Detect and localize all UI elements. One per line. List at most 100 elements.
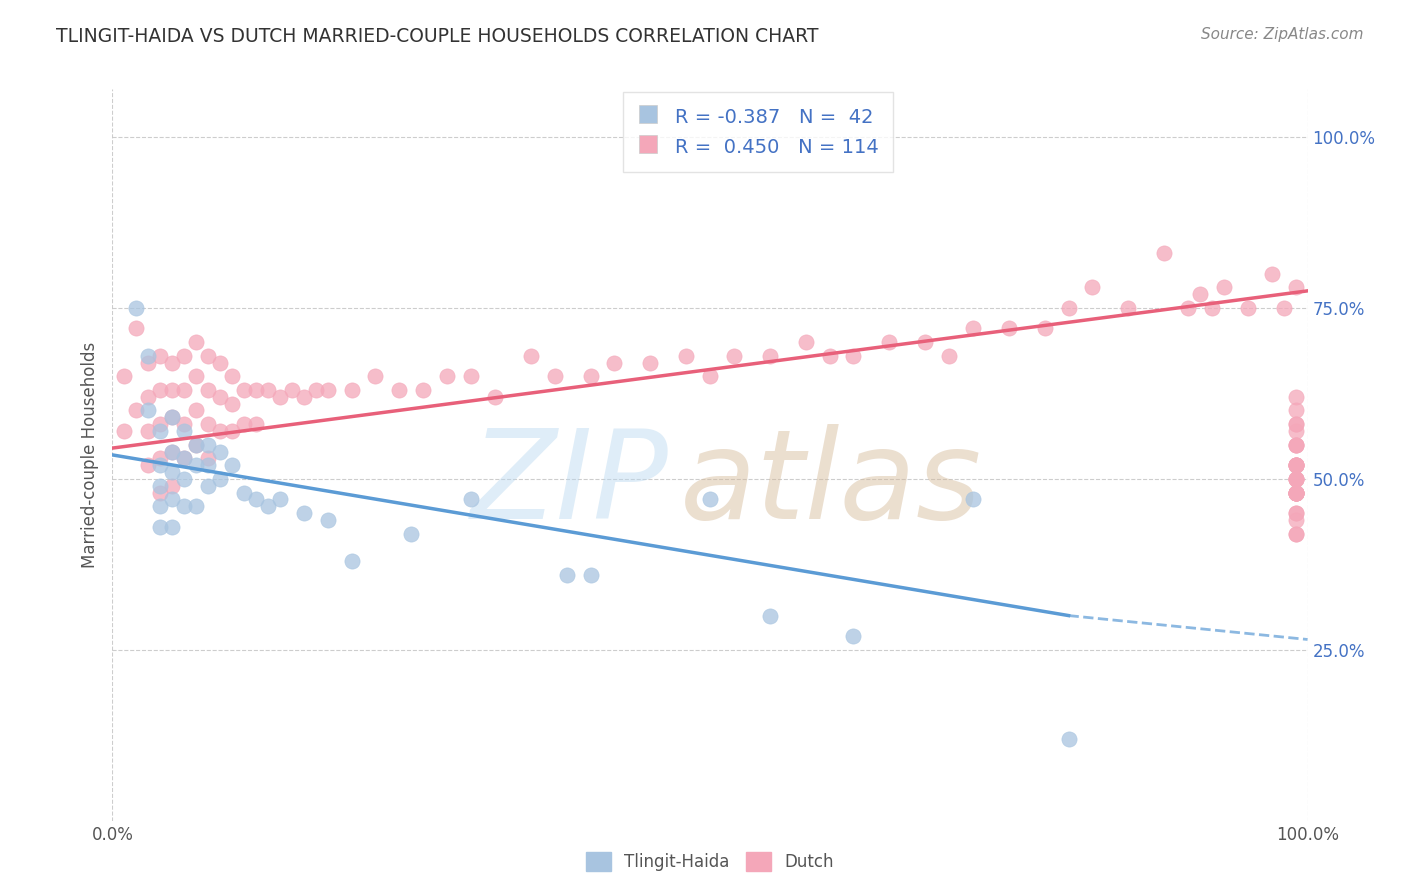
Point (1285, 458, 1308, 472)
Point (125, 301, 148, 315)
Point (412, 383, 434, 397)
Point (162, 478, 183, 492)
Point (197, 478, 219, 492)
Point (340, 554, 363, 568)
Point (1285, 472, 1308, 486)
Point (186, 438, 208, 452)
Point (1237, 301, 1260, 315)
Point (186, 369, 208, 384)
Point (209, 472, 232, 486)
Point (818, 349, 841, 363)
Point (221, 424, 243, 438)
Point (1261, 267, 1284, 281)
Text: atlas: atlas (681, 424, 983, 545)
Point (460, 369, 482, 384)
Point (209, 444, 232, 458)
Point (1285, 458, 1308, 472)
Point (138, 403, 160, 417)
Point (186, 403, 208, 417)
Point (149, 499, 172, 513)
Point (138, 390, 160, 404)
Y-axis label: Married-couple Households: Married-couple Households (80, 342, 98, 568)
Point (555, 567, 578, 582)
Point (173, 451, 195, 466)
Point (149, 478, 172, 492)
Point (197, 417, 219, 432)
Point (1285, 390, 1308, 404)
Point (388, 383, 411, 397)
Point (699, 492, 721, 507)
Point (149, 519, 172, 533)
Point (484, 390, 506, 404)
Point (209, 356, 232, 370)
Point (938, 349, 960, 363)
Legend: Tlingit-Haida, Dutch: Tlingit-Haida, Dutch (579, 846, 841, 878)
Point (842, 349, 865, 363)
Point (1285, 513, 1308, 527)
Point (173, 349, 195, 363)
Point (197, 458, 219, 472)
Point (138, 424, 160, 438)
Point (1189, 287, 1212, 301)
Point (173, 424, 195, 438)
Point (1285, 472, 1308, 486)
Point (1285, 506, 1308, 520)
Point (1285, 438, 1308, 452)
Point (1033, 321, 1056, 335)
Point (1285, 485, 1308, 500)
Point (1285, 458, 1308, 472)
Point (281, 383, 304, 397)
Point (173, 499, 195, 513)
Point (962, 321, 984, 335)
Point (125, 403, 148, 417)
Point (1177, 301, 1199, 315)
Point (149, 458, 172, 472)
Point (114, 369, 135, 384)
Point (149, 485, 172, 500)
Point (221, 369, 243, 384)
Point (138, 356, 160, 370)
Text: TLINGIT-HAIDA VS DUTCH MARRIED-COUPLE HOUSEHOLDS CORRELATION CHART: TLINGIT-HAIDA VS DUTCH MARRIED-COUPLE HO… (56, 27, 818, 45)
Point (149, 424, 172, 438)
Point (794, 335, 817, 350)
Point (162, 492, 183, 507)
Point (640, 356, 662, 370)
Point (186, 499, 208, 513)
Point (1201, 301, 1223, 315)
Point (1285, 458, 1308, 472)
Point (1285, 485, 1308, 500)
Point (675, 349, 697, 363)
Text: ZIP: ZIP (471, 424, 668, 545)
Point (543, 369, 565, 384)
Point (1285, 506, 1308, 520)
Point (257, 499, 280, 513)
Point (162, 465, 183, 479)
Point (162, 444, 183, 458)
Point (162, 410, 183, 425)
Point (1285, 485, 1308, 500)
Point (138, 458, 160, 472)
Point (1285, 526, 1308, 541)
Point (1285, 485, 1308, 500)
Point (1285, 458, 1308, 472)
Point (162, 356, 183, 370)
Point (699, 369, 721, 384)
Point (149, 417, 172, 432)
Point (998, 321, 1021, 335)
Point (1285, 438, 1308, 452)
Point (269, 390, 291, 404)
Point (186, 335, 208, 350)
Point (233, 485, 256, 500)
Point (1285, 526, 1308, 541)
Point (221, 397, 243, 411)
Point (162, 410, 183, 425)
Point (460, 492, 482, 507)
Point (1272, 301, 1295, 315)
Point (1285, 417, 1308, 432)
Point (1118, 301, 1140, 315)
Point (221, 458, 243, 472)
Point (603, 356, 626, 370)
Point (316, 513, 339, 527)
Point (1285, 458, 1308, 472)
Point (233, 417, 256, 432)
